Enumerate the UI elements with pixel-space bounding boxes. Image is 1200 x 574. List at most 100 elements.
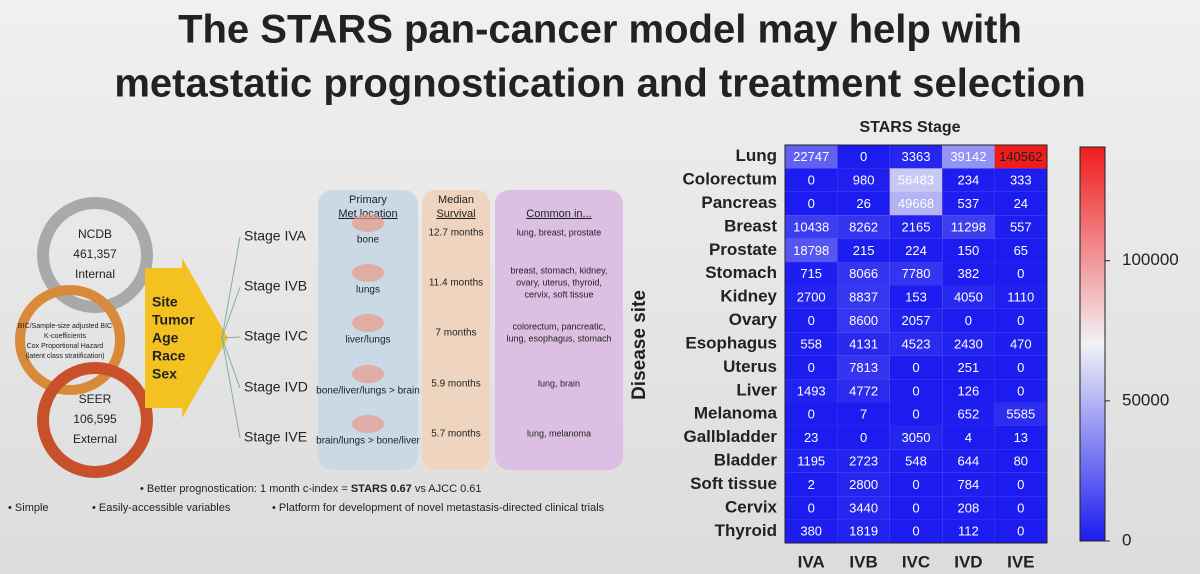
- connector: [221, 286, 241, 339]
- heat-cell: [837, 449, 890, 473]
- heat-cell: [889, 355, 943, 380]
- stage-name: Stage IVC: [244, 328, 308, 344]
- heat-cell: [994, 472, 1047, 497]
- method: K-coefficients: [44, 333, 86, 340]
- cell-label: 251: [958, 360, 980, 375]
- row-label: Colorectum: [683, 170, 777, 189]
- heat-cell: [837, 238, 890, 263]
- heat-cell: [994, 145, 1047, 169]
- cell-label: 0: [860, 149, 867, 164]
- cell-label: 39142: [950, 149, 986, 164]
- cell-label: 0: [808, 196, 815, 211]
- row-label: Esophagus: [685, 333, 777, 352]
- cell-label: 537: [958, 196, 980, 211]
- colorbar-tick-label: 50000: [1122, 390, 1169, 409]
- cell-label: 8600: [849, 313, 878, 328]
- row-label: Breast: [724, 216, 777, 235]
- heat-cell: [837, 472, 890, 497]
- heat-cell: [889, 145, 943, 169]
- chart-title: STARS Stage: [859, 119, 960, 136]
- organ-icon: [352, 415, 384, 433]
- heat-cell: [889, 215, 943, 239]
- cell-label: 0: [808, 407, 815, 422]
- row-label: Ovary: [729, 310, 778, 329]
- heat-cell: [994, 168, 1047, 192]
- heat-cell: [837, 402, 890, 426]
- heat-cell: [994, 191, 1047, 216]
- method-ring: [15, 285, 125, 395]
- cell-label: 2: [808, 477, 815, 492]
- cell-label: 333: [1010, 173, 1032, 188]
- heat-cell: [837, 215, 890, 239]
- heat-cell: [889, 168, 943, 192]
- heat-cell: [837, 519, 890, 543]
- cell-label: 380: [800, 524, 822, 539]
- title-line: metastatic prognostication and treatment…: [114, 62, 1085, 106]
- heat-cell: [889, 262, 943, 286]
- cell-label: 0: [1017, 383, 1024, 398]
- cell-label: 7780: [902, 266, 931, 281]
- heat-cell: [889, 191, 943, 216]
- cell-label: 0: [808, 173, 815, 188]
- heat-cell: [837, 332, 890, 356]
- connector: [221, 337, 241, 439]
- seer-ring: [37, 362, 153, 478]
- row-label: Liver: [736, 380, 777, 399]
- heat-cell: [785, 145, 838, 169]
- cohort-count: 106,595: [73, 412, 117, 426]
- cell-label: 126: [958, 383, 980, 398]
- heat-cell: [785, 262, 838, 286]
- common-in: cervix, soft tissue: [524, 289, 593, 299]
- met-location: brain/lungs > bone/liver: [316, 436, 420, 447]
- heat-cell: [994, 308, 1047, 333]
- heat-cell: [785, 425, 838, 450]
- cell-label: 652: [958, 407, 980, 422]
- heat-cell: [889, 496, 943, 520]
- organ-icon: [352, 365, 384, 383]
- cohort-count: 461,357: [73, 247, 117, 261]
- bullet-text: Easily-accessible variables: [99, 502, 231, 514]
- cell-label: 234: [958, 173, 980, 188]
- heat-cell: [785, 379, 838, 403]
- connector: [221, 337, 241, 389]
- method: (latent class stratification): [26, 353, 105, 360]
- variable: Age: [152, 330, 179, 346]
- heat-cell: [785, 308, 838, 333]
- heat-cell: [889, 238, 943, 263]
- title-line: The STARS pan-cancer model may help with: [178, 8, 1022, 52]
- ncdb-ring: [37, 197, 153, 313]
- cell-label: 208: [958, 500, 980, 515]
- heat-cell: [837, 262, 890, 286]
- heat-cell: [785, 496, 838, 520]
- cell-label: 7813: [849, 360, 878, 375]
- bullet: • Easily-accessible variables: [92, 502, 231, 514]
- bullet: • Better prognostication: 1 month c-inde…: [140, 483, 481, 495]
- row-label: Thyroid: [715, 521, 777, 540]
- colorbar-tick-label: 100000: [1122, 250, 1179, 269]
- cell-label: 558: [800, 336, 822, 351]
- stage-name: Stage IVB: [244, 278, 307, 294]
- heat-cell: [994, 332, 1047, 356]
- heat-cell: [942, 262, 995, 286]
- cell-label: 24: [1014, 196, 1028, 211]
- heat-cell: [942, 449, 995, 473]
- variable: Tumor: [152, 312, 195, 328]
- common-in: ovary, uterus, thyroid,: [516, 277, 602, 287]
- heat-cell: [837, 168, 890, 192]
- cell-label: 4523: [902, 336, 931, 351]
- row-label: Kidney: [720, 287, 777, 306]
- cohort-name: SEER: [79, 392, 112, 406]
- cell-label: 470: [1010, 336, 1032, 351]
- row-label: Soft tissue: [690, 474, 777, 493]
- heat-cell: [785, 285, 838, 309]
- survival: 7 months: [435, 328, 476, 339]
- stage-name: Stage IVE: [244, 429, 307, 445]
- bullet-text: vs AJCC 0.61: [412, 483, 482, 495]
- common-in: lung, melanoma: [527, 428, 591, 438]
- cell-label: 2700: [797, 290, 826, 305]
- heat-cell: [837, 379, 890, 403]
- heat-cell: [994, 425, 1047, 450]
- organ-icon: [352, 314, 384, 332]
- variable: Race: [152, 348, 186, 364]
- cell-label: 980: [853, 173, 875, 188]
